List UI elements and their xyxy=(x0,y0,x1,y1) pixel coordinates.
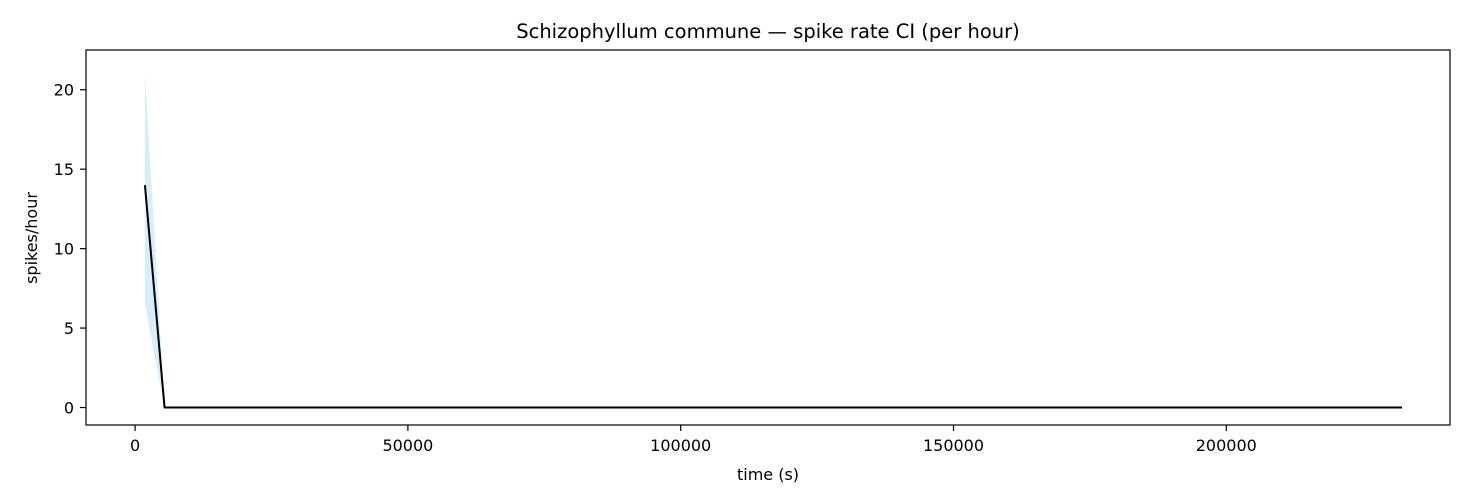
x-tick-label: 150000 xyxy=(923,436,984,455)
y-axis-label: spikes/hour xyxy=(22,192,41,284)
x-tick-label: 0 xyxy=(130,436,140,455)
y-tick-label: 15 xyxy=(54,160,74,179)
y-tick-label: 10 xyxy=(54,240,74,259)
x-axis: 0 50000 100000 150000 200000 xyxy=(130,425,1257,455)
y-tick-label: 0 xyxy=(64,399,74,418)
y-tick-label: 5 xyxy=(64,319,74,338)
x-tick-label: 50000 xyxy=(382,436,433,455)
series-line-0 xyxy=(143,184,1402,409)
plot-area-background xyxy=(86,50,1450,425)
plot-frame xyxy=(85,49,1451,426)
x-axis-label: time (s) xyxy=(737,465,799,484)
series-layer xyxy=(143,184,1402,409)
chart-title: Schizophyllum commune — spike rate CI (p… xyxy=(516,20,1020,43)
x-tick-label: 100000 xyxy=(650,436,711,455)
x-tick-label: 200000 xyxy=(1196,436,1257,455)
y-axis: 0 5 10 15 20 xyxy=(54,81,86,418)
y-tick-label: 20 xyxy=(54,81,74,100)
